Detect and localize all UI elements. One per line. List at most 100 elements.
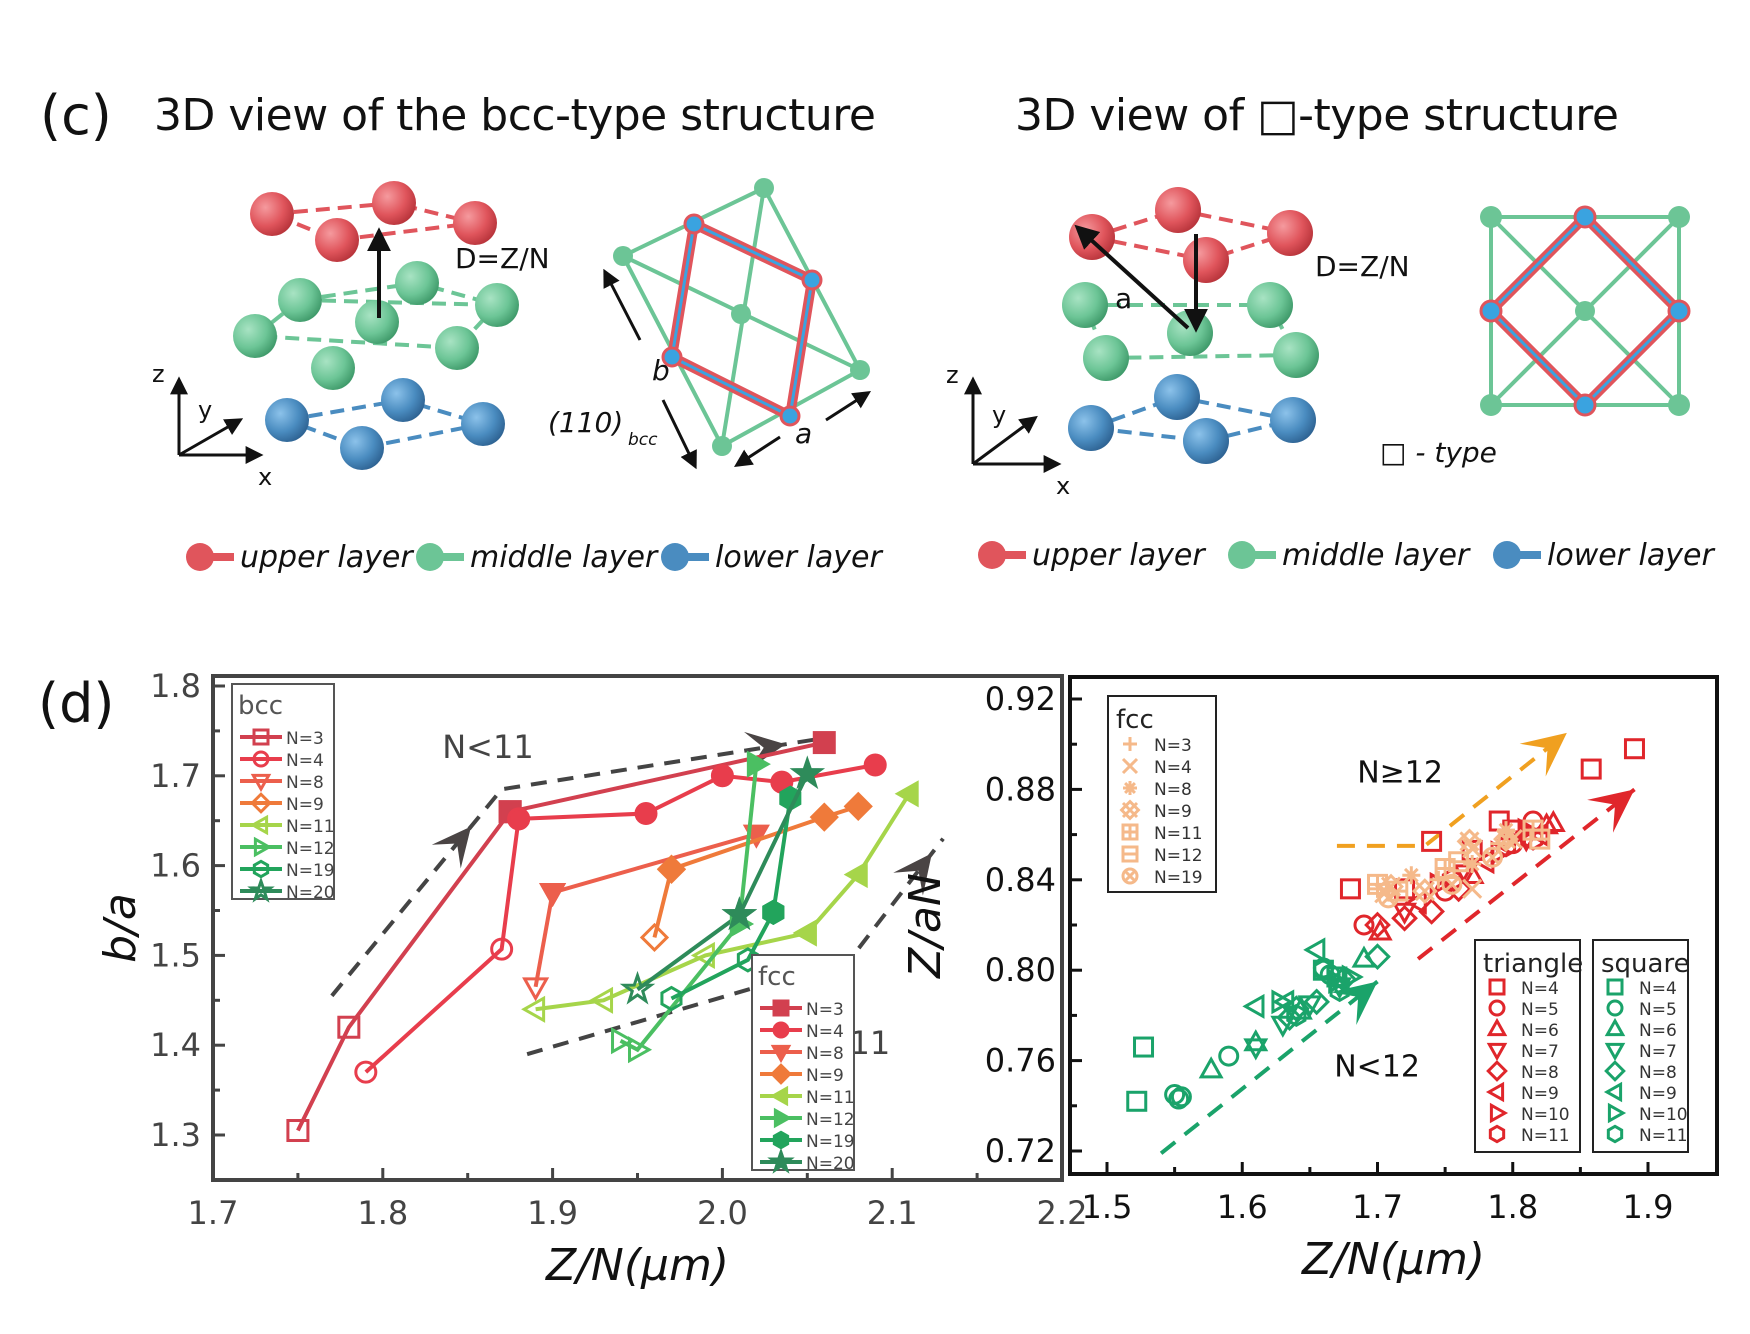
legend-marker-icon	[773, 1107, 793, 1129]
edge-b-arrow	[661, 399, 697, 470]
atom-middle	[435, 326, 479, 370]
legend-fcc: fcc N=3N=4N=8N=9N=11N=12N=19N=20	[751, 954, 855, 1174]
legend-label: N=11	[806, 1088, 855, 1108]
data-point	[639, 922, 670, 953]
data-point	[762, 899, 785, 926]
data-point	[628, 1036, 653, 1064]
series-square-hexagon	[1286, 958, 1350, 1028]
y-tick-label: 1.6	[150, 847, 201, 885]
layer-legend-left: upper layer middle layer lower layer	[186, 540, 883, 575]
legend-label: N=10	[1521, 1105, 1570, 1125]
y-tick-label: 1.5	[150, 936, 201, 974]
atom-lower	[1183, 418, 1229, 464]
data-point	[634, 802, 658, 826]
axis-y-label: y	[198, 396, 212, 424]
data-point	[1402, 866, 1421, 885]
legend-marker-icon	[1121, 845, 1139, 863]
plane-corner-node	[683, 213, 705, 235]
legend-marker-icon	[1486, 1042, 1508, 1062]
edge-b-arrow	[603, 268, 642, 341]
plane-corner-node	[1667, 299, 1691, 323]
y-tick-label: 0.92	[985, 680, 1056, 718]
data-point	[1133, 1036, 1155, 1058]
legend-marker-icon	[250, 773, 272, 793]
guide-dashed-line	[526, 837, 945, 1057]
legend-label: N=9	[1521, 1084, 1559, 1104]
data-point	[1282, 995, 1310, 1022]
atom-lower	[1068, 405, 1114, 451]
legend-label: N=7	[1639, 1042, 1677, 1062]
data-point	[354, 1060, 378, 1084]
data-point	[1303, 988, 1331, 1016]
legend-marker-icon	[1121, 867, 1139, 885]
series-line	[509, 740, 825, 814]
legend-label: N=19	[1154, 868, 1203, 888]
data-point	[588, 986, 614, 1014]
legend-label: N=4	[806, 1022, 844, 1042]
data-point	[809, 802, 839, 832]
data-point	[1341, 964, 1364, 990]
data-point	[1339, 878, 1361, 900]
edge-a-label: a	[795, 417, 812, 450]
edge-b-label: b	[652, 354, 670, 387]
legend-label: N=3	[1154, 736, 1192, 756]
layer-marker-icon	[186, 543, 214, 571]
legend-marker-icon	[772, 1130, 790, 1150]
data-point	[721, 896, 758, 931]
legend-marker-icon	[252, 728, 270, 746]
legend-label: N=20	[806, 1154, 855, 1174]
data-point	[863, 753, 887, 777]
y-tick-label: 1.7	[150, 757, 201, 795]
legend-label: N=4	[286, 751, 324, 771]
legend-marker-icon	[1604, 1060, 1626, 1082]
data-point	[1411, 878, 1438, 905]
legend-marker-icon	[250, 792, 272, 814]
guide-arrowhead-icon	[744, 731, 786, 769]
legend-label: N=4	[1639, 979, 1677, 999]
legend-label: N=4	[1521, 979, 1559, 999]
y-tick-label: 0.84	[985, 861, 1056, 899]
plane-node	[712, 436, 732, 456]
atom-upper	[250, 192, 294, 236]
series-fcc-N20	[721, 755, 826, 931]
plane-corner-node	[779, 405, 801, 427]
annotation-n-lt-12: N<12	[1334, 1049, 1420, 1084]
y-tick-label: 1.4	[150, 1026, 201, 1064]
data-point	[792, 919, 817, 947]
legend-marker-icon	[769, 1085, 789, 1107]
legend-box	[231, 683, 335, 900]
data-point	[1391, 904, 1418, 932]
atom-middle	[278, 278, 322, 322]
data-point	[789, 755, 826, 790]
atom-lower	[340, 426, 384, 470]
legend-marker-icon	[1121, 757, 1139, 775]
plane-corner-node	[801, 269, 823, 291]
series-square-square	[1126, 959, 1348, 1112]
x-tick-label: 2.0	[697, 1194, 748, 1232]
axis-y-label: y	[992, 401, 1006, 429]
legend-marker-icon	[1489, 1102, 1509, 1124]
x-tick-label: 1.7	[1352, 1188, 1403, 1226]
data-point	[1242, 993, 1265, 1019]
series-line	[296, 810, 512, 1132]
data-point	[843, 861, 868, 889]
legend-label: N=19	[806, 1132, 855, 1152]
series-square-triangle-right	[1271, 964, 1364, 1015]
series-fcc-N8	[539, 824, 770, 908]
y-tick-label: 0.80	[985, 951, 1056, 989]
legend-marker-icon	[252, 750, 270, 768]
layer-legend-item: lower layer	[1493, 538, 1715, 573]
legend-label: N=4	[1154, 758, 1192, 778]
x-tick-label: 1.5	[1082, 1188, 1133, 1226]
data-point	[1540, 809, 1566, 832]
atom-upper	[1267, 210, 1313, 256]
guide-dashed-line	[1159, 979, 1379, 1155]
square-structure-title: 3D view of □-type structure	[1015, 90, 1619, 141]
series-fcc-N11	[792, 780, 919, 947]
plane-node	[1668, 206, 1690, 228]
atom-middle	[355, 300, 399, 344]
data-point	[619, 970, 656, 1005]
layer-legend-item: upper layer	[186, 540, 414, 575]
legend-marker-icon	[1123, 737, 1137, 751]
